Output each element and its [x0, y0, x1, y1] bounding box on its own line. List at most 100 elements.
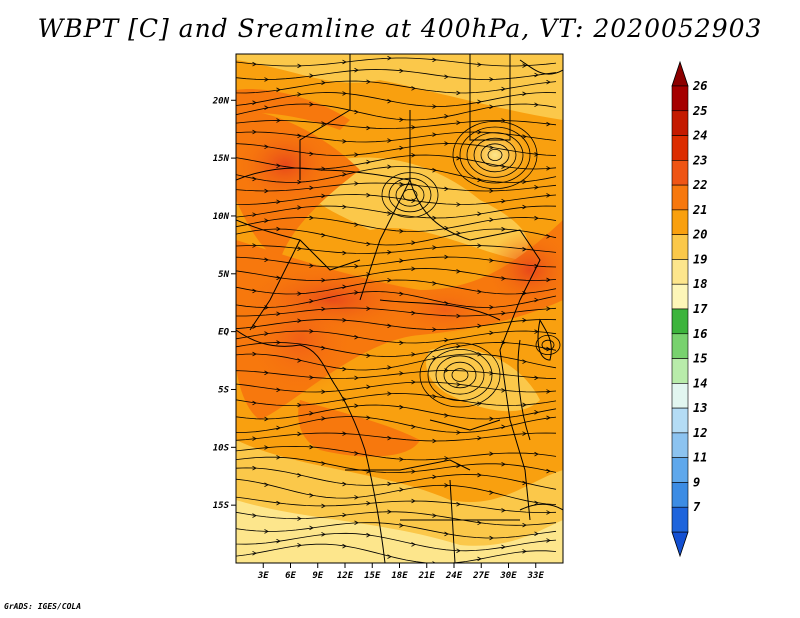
streamline-arrow	[354, 67, 359, 73]
streamline-arrow	[444, 74, 449, 80]
wbpt-field-shade-22	[236, 89, 350, 130]
streamline-arrow	[477, 351, 482, 357]
streamline-arrow	[264, 370, 269, 376]
streamline-gyre	[452, 121, 538, 189]
streamline-arrow	[309, 102, 314, 107]
streamline-arrow	[264, 331, 269, 336]
streamline-arrow	[387, 98, 392, 104]
streamline-arrow	[309, 329, 314, 334]
streamline-arrow	[276, 538, 281, 544]
streamline-arrow	[456, 463, 461, 468]
streamline-arrow	[501, 388, 506, 393]
streamline-arrow	[432, 394, 437, 399]
colorbar-swatch	[671, 383, 689, 409]
streamline-arrow	[522, 402, 527, 408]
wbpt-field-shade-19	[236, 500, 563, 563]
streamline-arrow	[411, 469, 416, 474]
lat-tick-label: 5N	[218, 270, 229, 280]
streamline-arrow	[264, 188, 269, 194]
streamline-arrow	[366, 192, 371, 198]
colorbar-swatch	[671, 283, 689, 310]
streamline-arrow	[264, 529, 269, 534]
streamline-arrow	[399, 145, 404, 151]
streamline-arrow	[534, 297, 539, 303]
lat-tick-label: 15N	[213, 154, 230, 164]
streamline-arrow	[342, 91, 347, 96]
streamline-arrow	[276, 311, 281, 317]
streamline-arrow	[432, 281, 437, 286]
streamline-arrow	[501, 424, 506, 430]
streamline-arrow	[477, 62, 482, 67]
streamline-arrow	[309, 444, 314, 450]
streamline-arrow	[309, 215, 314, 221]
streamline-arrow	[534, 263, 539, 269]
streamline-arrow	[309, 493, 314, 498]
streamline-arrow	[321, 306, 326, 312]
streamline-arrow	[252, 243, 257, 248]
lat-tick-label: 5S	[218, 385, 229, 395]
streamline-arrow	[411, 498, 416, 504]
streamline	[236, 330, 557, 344]
streamline-arrow	[276, 500, 281, 506]
streamline-arrow	[354, 495, 359, 500]
streamline-arrow	[387, 365, 392, 370]
footer-credit: GrADS: IGES/COLA	[4, 602, 82, 611]
streamline-arrow	[456, 430, 461, 435]
streamline-arrow	[276, 425, 281, 431]
streamline-arrow	[297, 358, 302, 363]
streamline-arrow	[477, 177, 482, 183]
streamline-arrow	[366, 159, 371, 165]
streamline-gyre	[435, 355, 485, 395]
streamline-arrow	[297, 291, 302, 296]
streamline-arrow	[534, 375, 539, 381]
colorbar-bottom-arrow	[671, 531, 689, 558]
streamline-arrow	[342, 172, 347, 177]
streamline-arrow	[252, 513, 257, 518]
streamline-arrow	[387, 164, 392, 170]
streamline-arrow	[489, 104, 494, 110]
streamline-arrow	[432, 215, 437, 221]
colorbar-swatch	[671, 160, 689, 186]
streamline-gyre	[427, 348, 493, 401]
streamline-arrow	[366, 79, 371, 85]
streamline-arrow	[399, 228, 404, 234]
streamline-arrow	[264, 482, 269, 487]
streamline	[236, 182, 557, 192]
streamline-arrow	[276, 387, 281, 393]
streamline-arrow	[411, 198, 416, 203]
lon-tick-label: 27E	[472, 571, 490, 581]
streamline-arrow	[546, 538, 551, 543]
streamline-arrow	[309, 185, 314, 191]
lat-tick-label: 20N	[212, 96, 230, 106]
streamline-arrow	[534, 152, 539, 157]
colorbar-label: 13	[693, 401, 707, 415]
lat-tick-label: 10N	[213, 212, 230, 222]
streamline-gyre	[451, 368, 469, 382]
lon-tick-label: 12E	[337, 571, 354, 581]
colorbar-label: 22	[692, 178, 707, 192]
streamline-arrow	[342, 59, 347, 65]
streamline-arrow	[489, 416, 494, 422]
colorbar-label: 9	[693, 475, 700, 489]
streamline-arrow	[297, 92, 302, 97]
streamline-arrow	[522, 431, 527, 436]
streamline-arrow	[342, 139, 347, 144]
streamline-arrow	[456, 313, 461, 319]
colorbar-label: 17	[693, 302, 708, 316]
streamline-arrow	[522, 179, 527, 184]
streamline-arrow	[477, 556, 482, 562]
streamline-arrow	[477, 435, 482, 441]
chart-title: WBPT [C] and Sreamline at 400hPa, VT: 20…	[37, 14, 763, 43]
streamline-arrow	[456, 230, 461, 236]
streamline-arrow	[387, 509, 392, 515]
streamline-arrow	[342, 512, 347, 518]
streamline-arrow	[411, 424, 416, 429]
streamline-arrow	[252, 100, 257, 105]
streamline-arrow	[276, 163, 281, 169]
colorbar-swatch	[671, 259, 689, 285]
streamline-arrow	[501, 544, 506, 550]
streamline-arrow	[546, 79, 551, 85]
streamline-arrow	[501, 164, 506, 169]
lon-tick-label: 24E	[445, 571, 463, 581]
streamline-arrow	[489, 451, 494, 457]
